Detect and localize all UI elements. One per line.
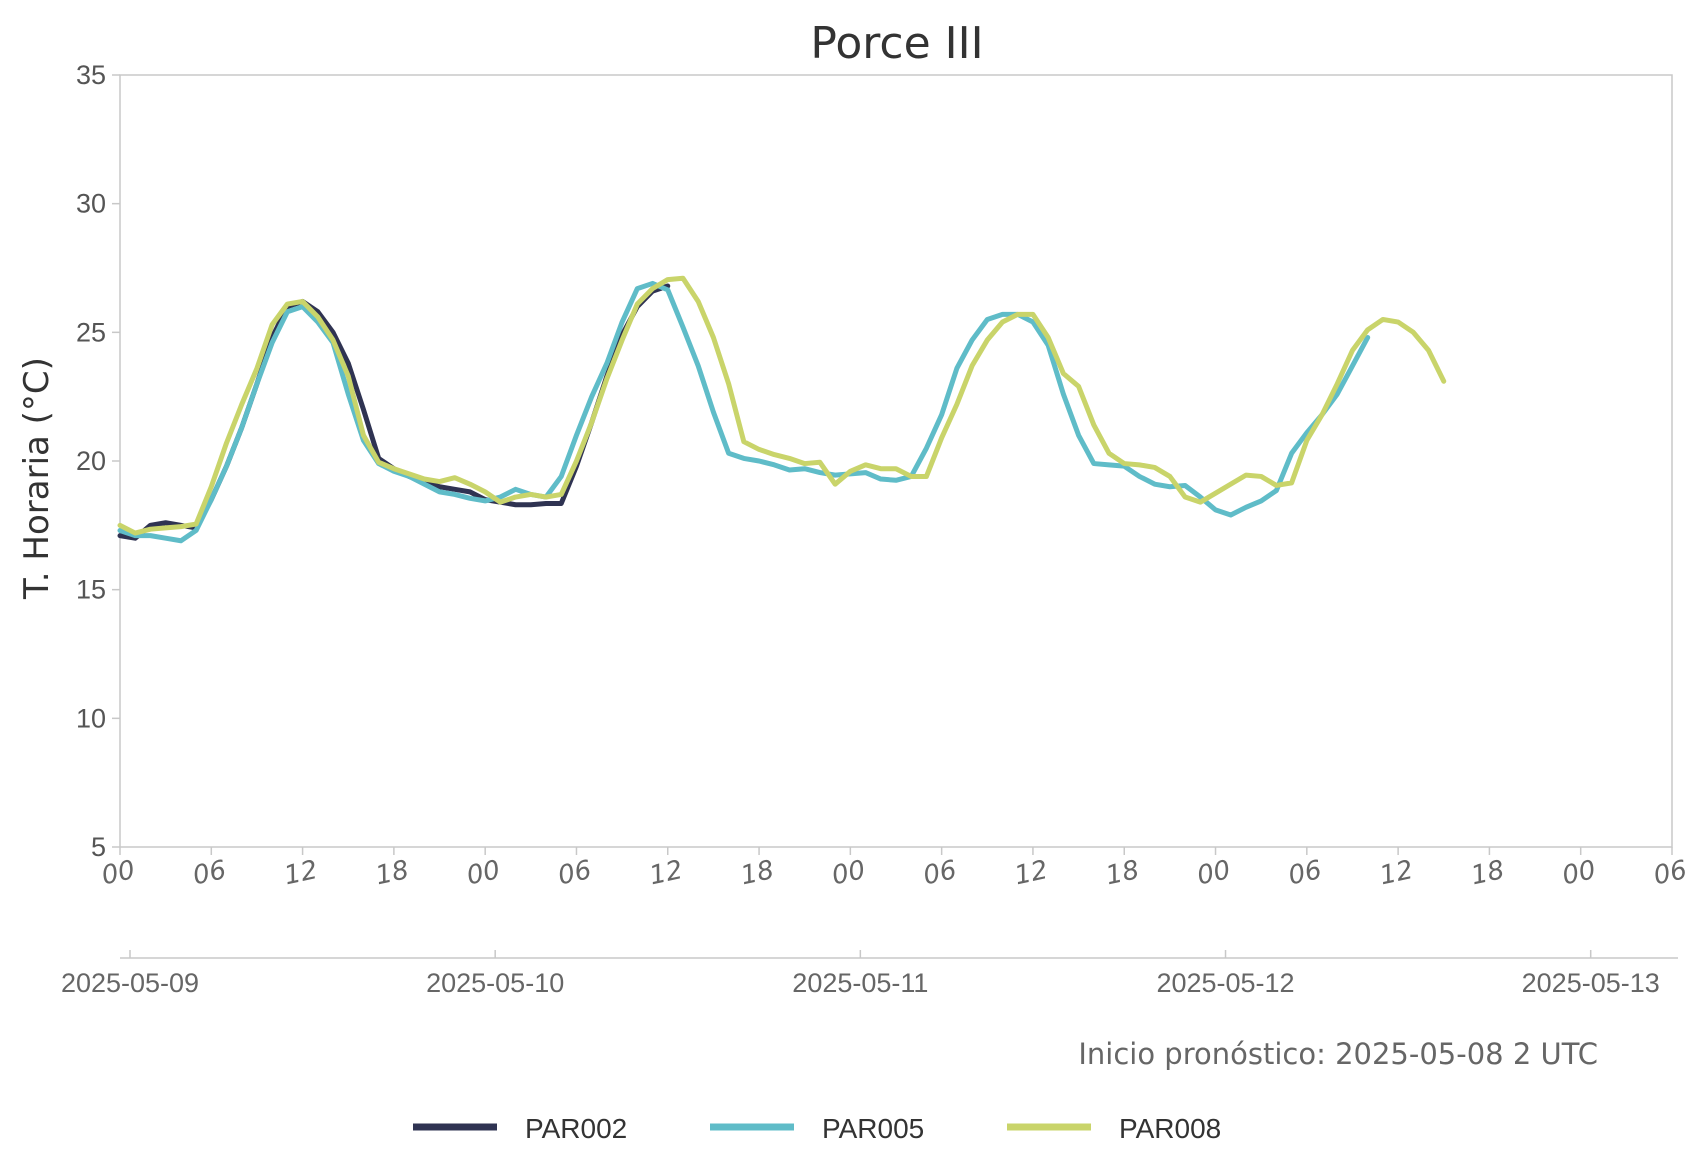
series-line-par005 <box>117 280 1371 544</box>
legend: PAR002 PAR005 PAR008 <box>413 1113 1221 1144</box>
legend-label: PAR002 <box>525 1113 627 1144</box>
x-tick-label: 06 <box>190 855 229 891</box>
y-tick-label: 15 <box>76 575 106 605</box>
x-tick-label: 06 <box>1651 855 1690 891</box>
x-tick-label: 18 <box>1103 855 1142 891</box>
legend-label: PAR005 <box>822 1113 924 1144</box>
x-tick-label: 06 <box>1286 855 1325 891</box>
x-tick-label: 18 <box>373 855 412 891</box>
x-tick-label: 00 <box>1195 855 1234 891</box>
x-tick-label: 00 <box>829 855 868 891</box>
x-axis-dates: 2025-05-09 2025-05-10 2025-05-11 2025-05-12… <box>61 950 1660 998</box>
y-axis-label: T. Horaria (°C) <box>17 357 57 600</box>
y-tick-label: 35 <box>76 60 106 90</box>
legend-item-par002: PAR002 <box>413 1113 627 1144</box>
y-tick-label: 10 <box>76 703 106 733</box>
legend-label: PAR008 <box>1119 1113 1221 1144</box>
plot-frame <box>119 74 1673 848</box>
x-tick-label: 18 <box>1468 855 1507 891</box>
y-tick-label: 30 <box>76 189 106 219</box>
date-tick-label: 2025-05-12 <box>1156 968 1294 998</box>
x-axis-hours: 00 06 12 18 00 06 12 18 00 06 12 18 00 06 12 18 00 06 <box>99 847 1690 891</box>
y-axis: 5 10 15 20 25 30 35 <box>76 60 120 862</box>
chart-title: Porce III <box>810 18 983 69</box>
date-tick-label: 2025-05-13 <box>1522 968 1660 998</box>
y-tick-label: 25 <box>76 317 106 347</box>
x-tick-label: 12 <box>647 855 686 891</box>
y-tick-label: 5 <box>91 832 106 862</box>
x-tick-label: 00 <box>464 855 503 891</box>
x-tick-label: 12 <box>1012 855 1051 891</box>
date-tick-label: 2025-05-11 <box>792 968 928 998</box>
x-tick-label: 12 <box>282 855 321 891</box>
x-tick-label: 06 <box>556 855 595 891</box>
x-tick-label: 18 <box>738 855 777 891</box>
date-tick-label: 2025-05-10 <box>426 968 564 998</box>
legend-item-par008: PAR008 <box>1007 1113 1221 1144</box>
series-lines <box>117 275 1447 544</box>
x-tick-label: 00 <box>99 855 138 891</box>
y-tick-label: 20 <box>76 446 106 476</box>
legend-item-par005: PAR005 <box>710 1113 924 1144</box>
x-tick-label: 00 <box>1560 855 1599 891</box>
forecast-start-annotation: Inicio pronóstico: 2025-05-08 2 UTC <box>1078 1037 1598 1071</box>
date-tick-label: 2025-05-09 <box>61 968 199 998</box>
x-tick-label: 06 <box>921 855 960 891</box>
x-tick-label: 12 <box>1377 855 1416 891</box>
series-line-par008 <box>117 275 1447 536</box>
